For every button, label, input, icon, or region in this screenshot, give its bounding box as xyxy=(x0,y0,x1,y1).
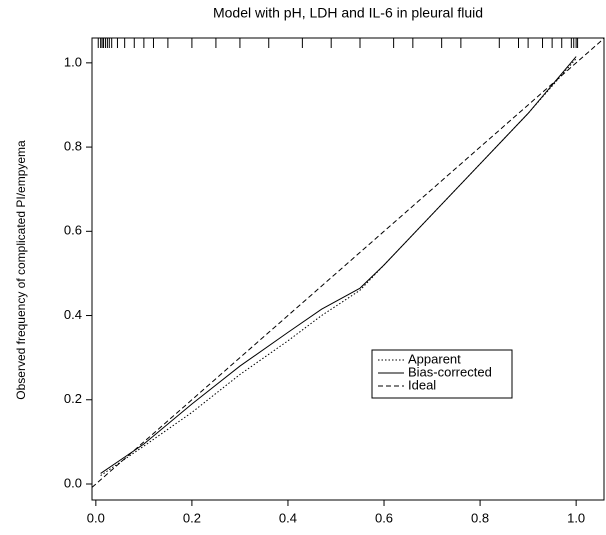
legend-label: Bias-corrected xyxy=(408,364,492,379)
x-tick-label: 0.0 xyxy=(87,510,105,525)
y-tick-label: 0.0 xyxy=(64,475,82,490)
legend-label: Apparent xyxy=(408,351,461,366)
plot-lines xyxy=(92,38,604,488)
x-tick-label: 1.0 xyxy=(567,510,585,525)
x-tick-label: 0.6 xyxy=(375,510,393,525)
y-tick-label: 0.6 xyxy=(64,223,82,238)
y-axis-label: Observed frequency of complicated PI/emp… xyxy=(14,140,28,400)
legend-label: Ideal xyxy=(408,377,436,392)
x-tick-label: 0.8 xyxy=(471,510,489,525)
plot-frame xyxy=(91,37,605,501)
line xyxy=(100,56,577,474)
y-tick-label: 1.0 xyxy=(64,54,82,69)
legend-box xyxy=(371,349,513,399)
y-tick-label: 0.4 xyxy=(64,307,82,322)
chart-title: Model with pH, LDH and IL-6 in pleural f… xyxy=(213,5,483,21)
y-tick-label: 0.2 xyxy=(64,391,82,406)
x-tick-label: 0.2 xyxy=(183,510,201,525)
y-tick-label: 0.8 xyxy=(64,139,82,154)
x-tick-label: 0.4 xyxy=(279,510,297,525)
line xyxy=(92,38,604,488)
line xyxy=(100,58,577,476)
